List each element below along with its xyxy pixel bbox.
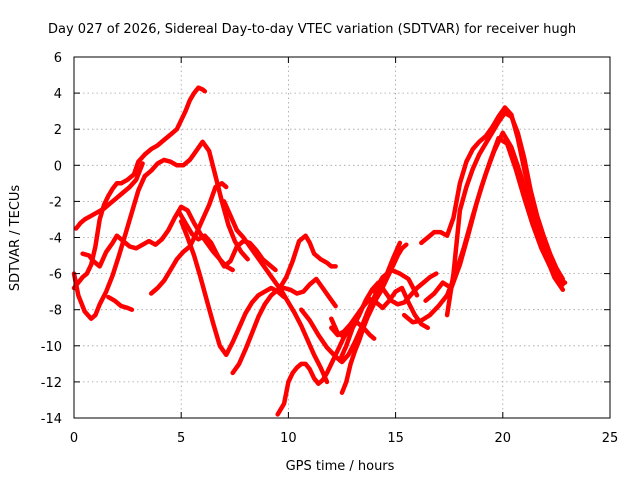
y-tick-label: -8 (49, 304, 62, 319)
x-tick-label: 0 (70, 431, 78, 446)
series-layer (71, 85, 568, 417)
series-track-19 (329, 316, 377, 341)
series-track-16 (329, 285, 431, 338)
series-track-9 (178, 219, 287, 358)
x-tick-label: 20 (495, 431, 512, 446)
y-tick-label: -4 (49, 232, 62, 247)
series-track-6 (80, 204, 235, 273)
series-track-7 (106, 294, 135, 312)
x-axis-label: GPS time / hours (286, 459, 395, 474)
series-track-23 (419, 105, 566, 287)
series-track-12 (230, 276, 338, 376)
series-track-17 (339, 242, 409, 395)
series-track-22 (444, 110, 566, 318)
series-track-3 (71, 173, 148, 321)
x-tick-label: 10 (280, 431, 297, 446)
y-tick-label: -14 (41, 412, 62, 427)
y-tick-label: -6 (49, 268, 62, 283)
series-track-24 (371, 267, 420, 298)
series-track-4 (142, 139, 250, 262)
y-tick-label: -12 (41, 376, 62, 391)
y-tick-label: 6 (54, 51, 62, 66)
y-tick-label: 2 (54, 123, 62, 138)
x-tick-label: 15 (387, 431, 404, 446)
y-tick-label: 0 (54, 159, 62, 174)
y-axis-label: SDTVAR / TECUs (8, 185, 23, 292)
series-track-5 (73, 161, 145, 231)
chart-title: Day 027 of 2026, Sidereal Day-to-day VTE… (48, 22, 576, 37)
series-track-14 (277, 233, 338, 291)
series-track-13 (275, 325, 351, 417)
y-tick-label: -2 (49, 195, 62, 210)
y-tick-label: 4 (54, 87, 62, 102)
x-tick-label: 5 (177, 431, 185, 446)
series-track-10 (176, 209, 278, 273)
axes: 0 5 10 15 20 25 -14 -12 -10 -8 -6 -4 -2 0 2 4 6 (41, 51, 619, 446)
series-track-2 (131, 85, 208, 177)
series-track-11 (221, 199, 330, 385)
x-tick-label: 25 (602, 431, 619, 446)
y-tick-label: -10 (41, 340, 62, 355)
series-track-21 (423, 130, 566, 303)
